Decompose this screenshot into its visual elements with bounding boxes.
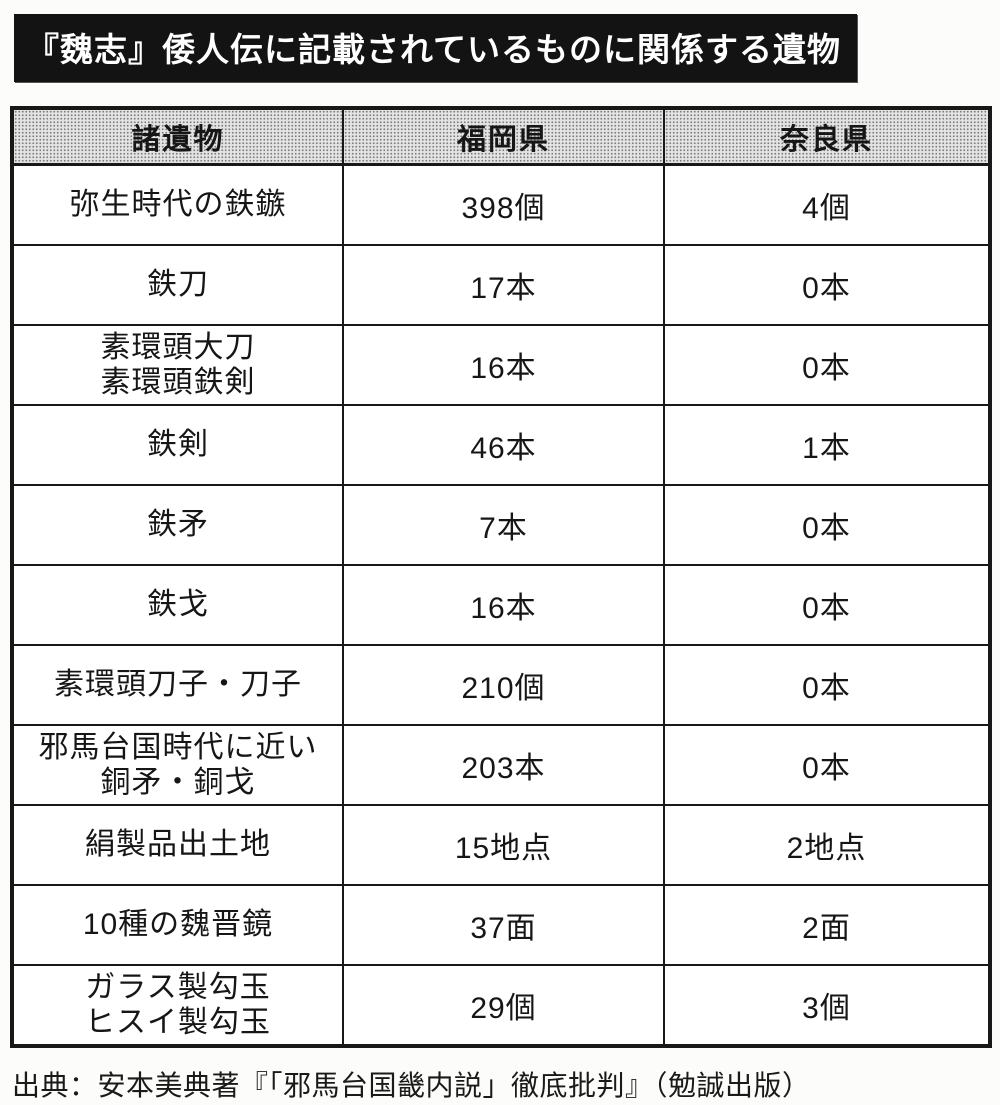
fukuoka-count-cell: 15地点	[342, 804, 665, 886]
fukuoka-count-cell: 46本	[342, 404, 665, 486]
table-row: 素環頭大刀 素環頭鉄剣 16本 0本	[11, 324, 991, 406]
artifact-name-cell: ガラス製勾玉 ヒスイ製勾玉	[11, 964, 344, 1047]
fukuoka-count-cell: 17本	[342, 244, 665, 326]
artifact-name-cell: 鉄戈	[11, 564, 344, 646]
nara-count-cell: 0本	[663, 724, 991, 806]
nara-count-cell: 2地点	[663, 804, 991, 886]
nara-count-cell: 0本	[663, 484, 991, 566]
nara-count-cell: 0本	[663, 564, 991, 646]
artifact-name-cell: 10種の魏晋鏡	[11, 884, 344, 966]
artifact-name-cell: 鉄剣	[11, 404, 344, 486]
table-row: 邪馬台国時代に近い 銅矛・銅戈 203本 0本	[11, 724, 991, 806]
artifact-name-cell: 鉄矛	[11, 484, 344, 566]
fukuoka-count-cell: 37面	[342, 884, 665, 966]
table-row: ガラス製勾玉 ヒスイ製勾玉 29個 3個	[11, 964, 991, 1047]
table-row: 素環頭刀子・刀子 210個 0本	[11, 644, 991, 726]
nara-count-cell: 0本	[663, 644, 991, 726]
nara-count-cell: 3個	[663, 964, 991, 1047]
fukuoka-count-cell: 398個	[342, 163, 665, 246]
artifacts-table-container: 諸遺物 福岡県 奈良県 弥生時代の鉄鏃 398個 4個 鉄刀 17本 0本 素環…	[10, 106, 1000, 1048]
nara-count-cell: 0本	[663, 244, 991, 326]
table-row: 10種の魏晋鏡 37面 2面	[11, 884, 991, 966]
artifact-name-cell: 絹製品出土地	[11, 804, 344, 886]
table-row: 弥生時代の鉄鏃 398個 4個	[11, 163, 991, 246]
fukuoka-count-cell: 210個	[342, 644, 665, 726]
fukuoka-count-cell: 16本	[342, 564, 665, 646]
artifact-name-cell: 素環頭刀子・刀子	[11, 644, 344, 726]
column-header-fukuoka: 福岡県	[342, 107, 665, 166]
artifact-name-cell: 鉄刀	[11, 244, 344, 326]
header-row: 諸遺物 福岡県 奈良県	[11, 107, 991, 166]
source-citation: 出典：安本美典著『「邪馬台国畿内説」徹底批判』（勉誠出版）	[12, 1070, 811, 1101]
page-title: 『魏志』倭人伝に記載されているものに関係する遺物	[14, 14, 858, 82]
column-header-nara: 奈良県	[663, 107, 991, 166]
nara-count-cell: 1本	[663, 404, 991, 486]
fukuoka-count-cell: 16本	[342, 324, 665, 406]
nara-count-cell: 0本	[663, 324, 991, 406]
fukuoka-count-cell: 7本	[342, 484, 665, 566]
fukuoka-count-cell: 29個	[342, 964, 665, 1047]
table-row: 鉄矛 7本 0本	[11, 484, 991, 566]
nara-count-cell: 4個	[663, 163, 991, 246]
fukuoka-count-cell: 203本	[342, 724, 665, 806]
table-row: 絹製品出土地 15地点 2地点	[11, 804, 991, 886]
nara-count-cell: 2面	[663, 884, 991, 966]
table-row: 鉄戈 16本 0本	[11, 564, 991, 646]
artifact-name-cell: 弥生時代の鉄鏃	[11, 163, 344, 246]
table-row: 鉄剣 46本 1本	[11, 404, 991, 486]
column-header-artifacts: 諸遺物	[11, 107, 344, 166]
artifact-name-cell: 邪馬台国時代に近い 銅矛・銅戈	[11, 724, 344, 806]
table-row: 鉄刀 17本 0本	[11, 244, 991, 326]
artifacts-table: 諸遺物 福岡県 奈良県 弥生時代の鉄鏃 398個 4個 鉄刀 17本 0本 素環…	[10, 106, 992, 1048]
artifact-name-cell: 素環頭大刀 素環頭鉄剣	[11, 324, 344, 406]
